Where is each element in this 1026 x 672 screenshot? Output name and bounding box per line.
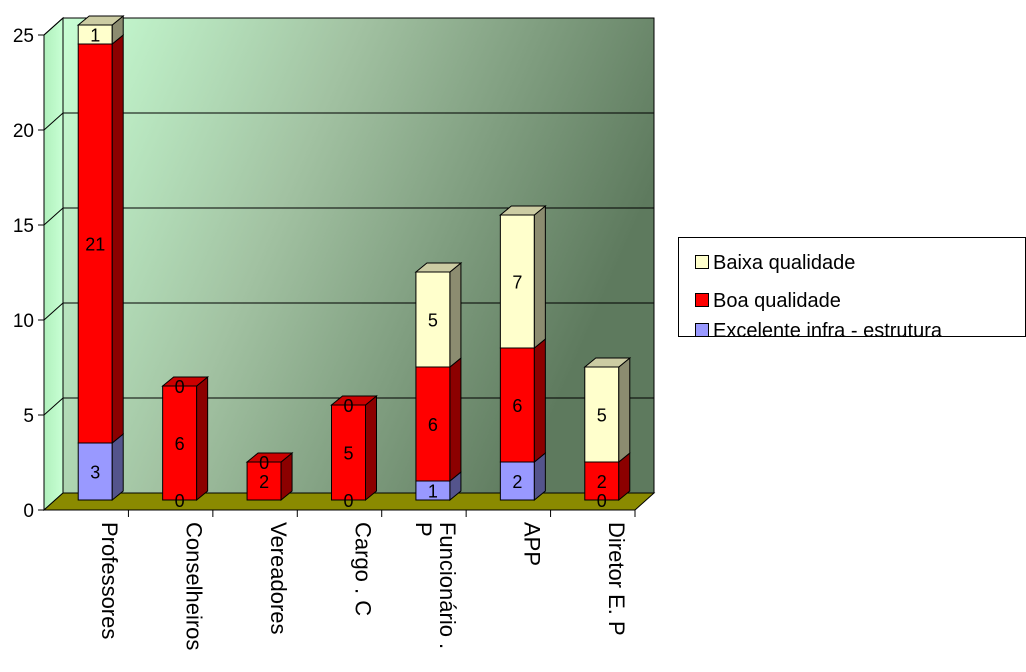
legend-label-baixa: Baixa qualidade [713, 252, 856, 274]
data-label: 0 [343, 396, 353, 416]
data-label: 0 [597, 491, 607, 511]
bar-segment-side [111, 432, 124, 502]
data-label: 7 [512, 273, 522, 293]
x-tick-label: Funcionário . [435, 522, 460, 649]
x-tick-label: Diretor E. P [604, 522, 629, 636]
bar-top-face [76, 15, 125, 26]
gridline-side [43, 112, 64, 131]
y-tick-label: 5 [23, 406, 34, 427]
bar-segment-side [365, 394, 377, 502]
bar-segment-side [196, 375, 209, 502]
y-tick-label: 20 [13, 121, 34, 142]
data-label: 5 [428, 311, 438, 331]
data-label: 6 [512, 396, 522, 416]
bar-segment-side [533, 204, 546, 350]
data-label: 2 [259, 472, 269, 492]
y-tick-label: 0 [23, 501, 34, 522]
y-tick-label: 10 [13, 311, 34, 332]
gridline-side [43, 17, 64, 36]
gridline-side [43, 302, 64, 321]
x-tick-label: Professores [97, 522, 122, 639]
bar-segment-front [584, 461, 620, 501]
bar-segment-front [415, 271, 451, 368]
data-label: 3 [90, 463, 100, 483]
legend-swatch-excelente [695, 322, 709, 337]
data-label: 6 [175, 434, 185, 454]
bar-top-face [330, 395, 378, 406]
data-label: 2 [512, 472, 522, 492]
legend-label-boa: Boa qualidade [713, 290, 841, 312]
data-label: 21 [85, 235, 105, 255]
bars [76, 14, 632, 502]
data-label: 1 [428, 482, 438, 502]
y-tick-label: 25 [13, 26, 34, 47]
bar-segment-side [533, 337, 546, 464]
bar-segment-side [449, 356, 462, 483]
data-label: 0 [259, 453, 269, 473]
x-tick-label: APP [519, 522, 544, 566]
legend-item-boa: Boa qualidade [695, 290, 841, 313]
data-label: 1 [90, 26, 100, 46]
bar-segment-side [111, 33, 124, 445]
x-tick-label: P [411, 522, 436, 537]
data-label: 0 [175, 377, 185, 397]
axes [38, 34, 636, 517]
bar-segment-front [331, 404, 366, 501]
side-wall [43, 16, 64, 512]
bar-top-face [583, 357, 632, 368]
legend-swatch-baixa [695, 254, 709, 269]
bar-segment-front [499, 214, 535, 349]
legend: Baixa qualidade Boa qualidade Excelente … [678, 237, 1026, 342]
bar-segment-front [415, 366, 451, 482]
legend-item-excelente: Excelente infra - estrutura [695, 320, 942, 343]
bar-top-face [245, 452, 294, 463]
bar-segment-front [162, 385, 198, 501]
data-label: 0 [343, 491, 353, 511]
legend-label-excelente: Excelente infra - estrutura [713, 320, 942, 342]
data-label: 5 [343, 444, 353, 464]
bar-segment-side [618, 356, 631, 464]
bar-top-face [414, 262, 463, 273]
bar-segment-front [77, 43, 113, 444]
legend-swatch-boa [695, 292, 709, 307]
y-tick-label: 15 [13, 216, 34, 237]
gridline-side [43, 207, 64, 226]
legend-item-baixa: Baixa qualidade [695, 252, 855, 275]
data-label: 5 [597, 406, 607, 426]
bar-top-face [161, 376, 210, 387]
data-label: 0 [175, 491, 185, 511]
data-label: 6 [428, 415, 438, 435]
bar-top-face [498, 205, 547, 216]
bar-segment-side [449, 261, 462, 369]
gridline-side [43, 397, 64, 416]
x-tick-label: Vereadores [266, 522, 291, 635]
x-tick-label: Conselheiros [182, 522, 207, 650]
x-tick-label: Cargo . C [351, 522, 376, 616]
data-label: 2 [597, 472, 607, 492]
bar-segment-front [77, 442, 113, 501]
